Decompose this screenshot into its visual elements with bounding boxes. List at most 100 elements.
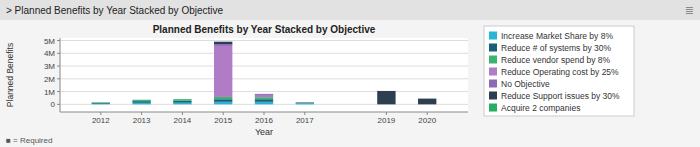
- bar-segment: [296, 103, 314, 104]
- bar-segment: [173, 99, 191, 100]
- x-tick-label: 2012: [92, 116, 110, 125]
- bar-segment: [214, 102, 232, 105]
- legend-frame: [484, 26, 634, 116]
- grid-line: [60, 91, 468, 92]
- y-tick-label: 2M: [44, 75, 55, 84]
- bar-segment: [214, 42, 232, 44]
- legend-label: Reduce vendor spend by 8%: [501, 55, 611, 65]
- legend-swatch: [489, 68, 497, 76]
- bar-segment: [296, 102, 314, 104]
- bar-segment: [92, 102, 110, 103]
- legend-label: Reduce Support issues by 30%: [501, 91, 620, 101]
- x-tick-label: 2017: [296, 116, 314, 125]
- bar-segment: [173, 99, 191, 100]
- x-tick-label: 2015: [214, 116, 232, 125]
- bar-segment: [132, 99, 150, 100]
- bar-segment: [92, 102, 110, 104]
- bar-segment: [255, 93, 273, 94]
- bar-segment: [255, 97, 273, 99]
- x-tick: [264, 112, 265, 115]
- bar-segment: [132, 99, 150, 100]
- bar-segment: [214, 46, 232, 97]
- bar-segment: [92, 102, 110, 104]
- bar-segment: [132, 99, 150, 100]
- legend-swatch: [489, 44, 497, 52]
- grid-line: [60, 78, 468, 79]
- bar-segment: [377, 90, 395, 91]
- bar-segment: [296, 102, 314, 103]
- legend-label: Increase Market Share by 8%: [501, 31, 613, 41]
- x-tick-label: 2014: [174, 116, 192, 125]
- y-axis: [60, 38, 61, 112]
- y-axis-label: Planned Benefits: [5, 43, 15, 107]
- subtitle: > Planned Benefits by Year Stacked by Ob…: [6, 5, 224, 16]
- bar-segment: [173, 99, 191, 100]
- x-tick-label: 2013: [133, 116, 151, 125]
- title: Planned Benefits by Year Stacked by Obje…: [153, 24, 376, 35]
- bar-segment: [92, 102, 110, 103]
- bar-segment: [255, 102, 273, 105]
- x-tick-label: 2016: [255, 116, 273, 125]
- bar-segment: [255, 95, 273, 97]
- legend-label: Acquire 2 companies: [501, 103, 580, 113]
- y-tick-label: 4M: [44, 49, 55, 58]
- x-tick: [141, 112, 142, 115]
- x-axis-label: Year: [255, 127, 273, 137]
- bar-segment: [296, 102, 314, 103]
- legend-swatch: [489, 80, 497, 88]
- bar-segment: [214, 97, 232, 99]
- bar-segment: [173, 99, 191, 101]
- bar-segment: [214, 44, 232, 46]
- bars: [92, 42, 437, 105]
- bar-segment: [132, 103, 150, 105]
- bar-segment: [255, 93, 273, 94]
- bar-segment: [418, 98, 436, 99]
- x-tick-label: 2020: [418, 116, 436, 125]
- y-tick-label: 5M: [44, 37, 55, 46]
- bar-segment: [296, 102, 314, 103]
- legend-swatch: [489, 104, 497, 112]
- header-icon: ≣: [685, 4, 694, 16]
- x-tick: [427, 112, 428, 115]
- x-tick: [223, 112, 224, 115]
- grid-line: [60, 66, 468, 67]
- legend-label: No Objective: [501, 79, 550, 89]
- bar-segment: [296, 102, 314, 103]
- bar-segment: [173, 101, 191, 103]
- bar-segment: [377, 91, 395, 104]
- bar-segment: [92, 103, 110, 105]
- plot-area: [60, 38, 468, 112]
- x-tick: [182, 112, 183, 115]
- legend: Increase Market Share by 8% Reduce # of s…: [484, 26, 634, 116]
- header-bar: [0, 0, 700, 20]
- y-tick-label: 3M: [44, 62, 55, 71]
- bar-segment: [214, 99, 232, 102]
- legend-swatch: [489, 56, 497, 64]
- x-tick: [386, 112, 387, 115]
- x-tick: [100, 112, 101, 115]
- legend-label: Reduce Operating cost by 25%: [501, 67, 619, 77]
- bar-segment: [255, 99, 273, 102]
- x-tick-label: 2019: [378, 116, 396, 125]
- bar-segment: [214, 41, 232, 42]
- y-tick-label: 1M: [44, 88, 55, 97]
- bar-segment: [296, 102, 314, 103]
- chart: > Planned Benefits by Year Stacked by Ob…: [0, 0, 700, 147]
- bar-segment: [132, 101, 150, 103]
- bar-segment: [418, 99, 436, 105]
- bar-segment: [92, 102, 110, 103]
- bar-segment: [132, 99, 150, 100]
- legend-swatch: [489, 92, 497, 100]
- bar-segment: [92, 102, 110, 103]
- bar-segment: [173, 99, 191, 100]
- bar-segment: [255, 94, 273, 95]
- bar-segment: [173, 103, 191, 105]
- x-tick: [304, 112, 305, 115]
- grid-line: [60, 40, 468, 41]
- footer-note: ■ = Required: [6, 136, 52, 145]
- grid-line: [60, 53, 468, 54]
- bar-segment: [132, 100, 150, 101]
- legend-swatch: [489, 32, 497, 40]
- legend-label: Reduce # of systems by 30%: [501, 43, 612, 53]
- y-tick-label: 0: [51, 100, 56, 109]
